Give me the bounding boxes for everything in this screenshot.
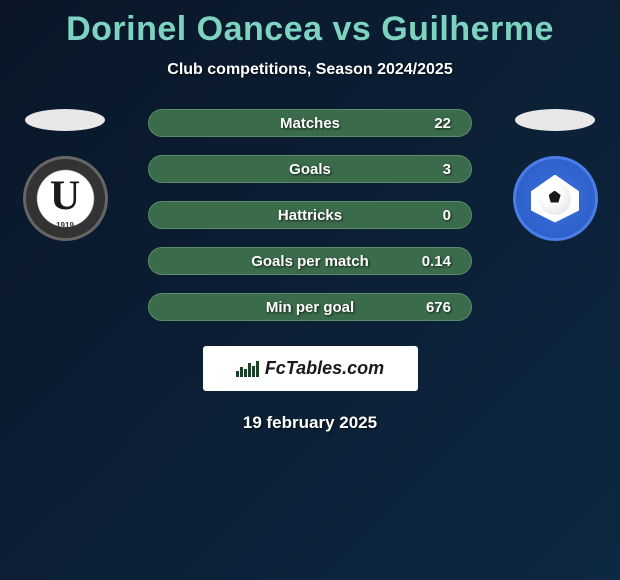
stat-value: 676 <box>426 299 451 316</box>
stat-label: Goals per match <box>251 253 369 270</box>
player-left-column <box>10 109 120 241</box>
stats-column: Matches 22 Goals 3 Hattricks 0 Goals per… <box>130 109 490 321</box>
stat-label: Matches <box>280 115 340 132</box>
stat-row-min-per-goal: Min per goal 676 <box>148 293 472 321</box>
stat-row-matches: Matches 22 <box>148 109 472 137</box>
player-avatar-placeholder <box>25 109 105 131</box>
main-content: Matches 22 Goals 3 Hattricks 0 Goals per… <box>0 109 620 321</box>
date-text: 19 february 2025 <box>243 413 377 433</box>
club-badge-left <box>23 156 108 241</box>
player-right-column <box>500 109 610 241</box>
club-badge-right <box>513 156 598 241</box>
soccer-ball-icon <box>539 183 571 215</box>
stat-value: 0.14 <box>422 253 451 270</box>
stat-row-goals-per-match: Goals per match 0.14 <box>148 247 472 275</box>
subtitle: Club competitions, Season 2024/2025 <box>167 61 452 79</box>
chart-icon <box>236 361 259 377</box>
brand-badge[interactable]: FcTables.com <box>203 346 418 391</box>
comparison-card: Dorinel Oancea vs Guilherme Club competi… <box>0 0 620 443</box>
stat-label: Hattricks <box>278 207 342 224</box>
stat-row-goals: Goals 3 <box>148 155 472 183</box>
stat-value: 3 <box>443 161 451 178</box>
stat-label: Min per goal <box>266 299 354 316</box>
stat-label: Goals <box>289 161 331 178</box>
stat-value: 0 <box>443 207 451 224</box>
brand-text: FcTables.com <box>265 358 384 379</box>
page-title: Dorinel Oancea vs Guilherme <box>66 10 554 49</box>
stat-value: 22 <box>434 115 451 132</box>
stat-row-hattricks: Hattricks 0 <box>148 201 472 229</box>
player-avatar-placeholder <box>515 109 595 131</box>
